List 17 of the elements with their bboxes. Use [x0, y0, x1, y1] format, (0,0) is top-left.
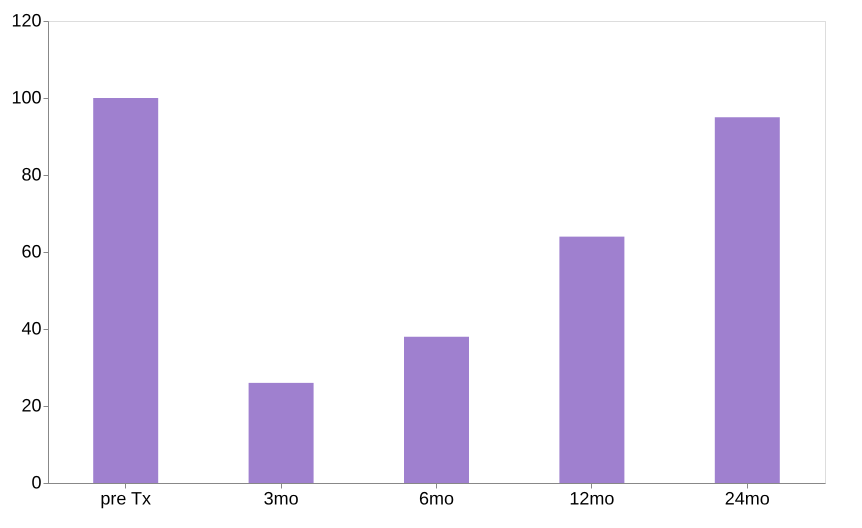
x-tick-label: 24mo — [724, 488, 770, 508]
x-tick-label: 12mo — [569, 488, 614, 508]
x-tick-label: 6mo — [418, 488, 454, 508]
bar — [248, 382, 314, 483]
x-tick-label: 3mo — [264, 488, 299, 508]
bar — [404, 336, 469, 483]
bar — [93, 98, 158, 483]
bar — [714, 117, 780, 483]
y-tick-label: 60 — [21, 242, 42, 262]
y-tick-label: 20 — [21, 396, 42, 416]
y-tick-label: 80 — [21, 164, 42, 184]
y-tick-label: 40 — [21, 318, 42, 338]
x-tick-label: pre Tx — [100, 488, 152, 508]
bar — [559, 236, 624, 483]
y-tick-label: 0 — [31, 472, 42, 492]
y-tick-label: 120 — [11, 10, 42, 30]
y-tick-label: 100 — [11, 88, 42, 108]
